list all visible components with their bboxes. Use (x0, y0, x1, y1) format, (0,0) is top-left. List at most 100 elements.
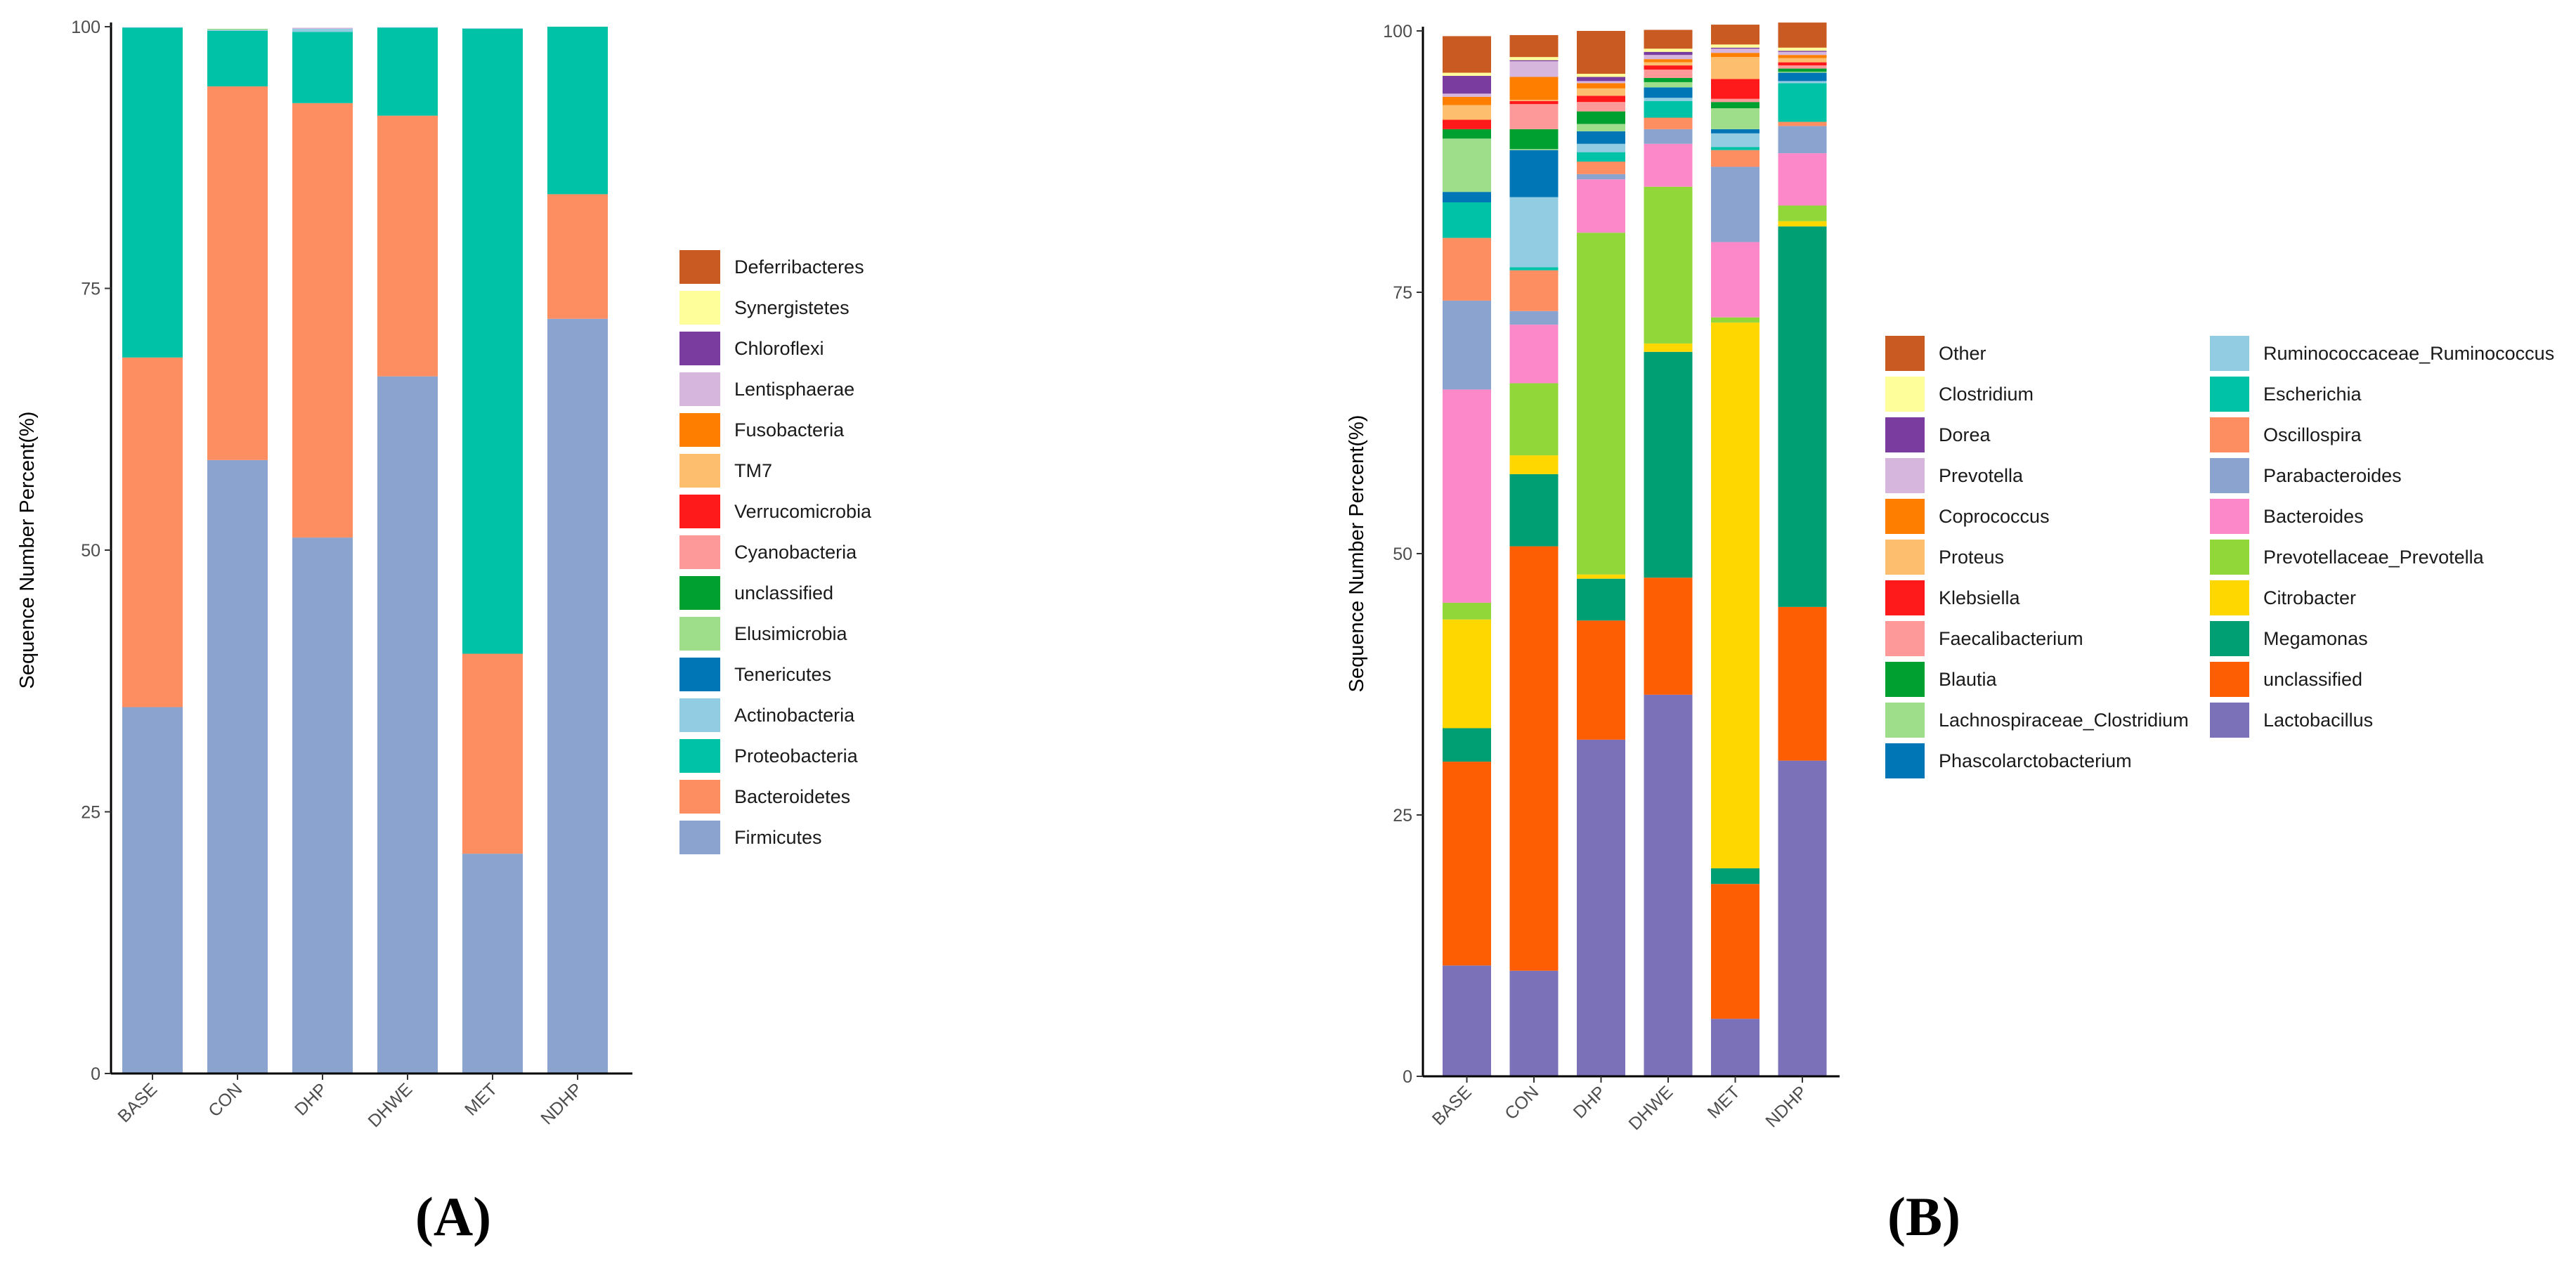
bar-segment-dhp-citrobacter (1577, 574, 1625, 579)
legend-item-citrobacter: Citrobacter (2210, 580, 2356, 615)
bar-segment-base-unclassified (1443, 762, 1491, 966)
bar-segment-dhp-clostridium (1577, 74, 1625, 77)
bar-segment-met-lactobacillus (1711, 1019, 1759, 1076)
bar-segment-dhp-blautia (1577, 111, 1625, 124)
bar-segment-ndhp-bacteroides (1778, 153, 1827, 206)
legend-swatch (1885, 499, 1925, 534)
y-tick-label: 0 (91, 1064, 100, 1084)
legend-swatch (1885, 458, 1925, 493)
x-tick-label: CON (204, 1079, 246, 1121)
legend-swatch (679, 454, 720, 488)
bar-segment-ndhp-blautia (1778, 68, 1827, 72)
bar-segment-dhp-prevotellaceae-prevotella (1577, 233, 1625, 575)
bar-segment-ndhp-oscillospira (1778, 122, 1827, 126)
bar-segment-dhwe-ruminococcaceae-ruminococcus (1644, 98, 1693, 101)
legend-item-cyanobacteria: Cyanobacteria (679, 535, 857, 569)
bar-segment-con-klebsiella (1509, 100, 1559, 105)
bar-segment-ndhp-prevotella (1778, 51, 1827, 56)
bar-segment-con-lactobacillus (1509, 970, 1559, 1076)
legend-label: Synergistetes (734, 297, 850, 318)
legend-item-other: Other (1885, 336, 1986, 371)
bar-segment-met-coprococcus (1711, 53, 1759, 58)
bar-segment-dhwe-proteobacteria (377, 27, 438, 116)
legend-item-dorea: Dorea (1885, 417, 1991, 452)
legend-swatch (2210, 580, 2249, 615)
y-tick-label: 75 (1393, 283, 1412, 303)
bar-segment-base-citrobacter (1443, 619, 1491, 729)
legend-swatch (1885, 703, 1925, 738)
legend-item-fusobacteria: Fusobacteria (679, 413, 845, 447)
legend-item-verrucomicrobia: Verrucomicrobia (679, 495, 872, 528)
bar-segment-base-actinobacteria (122, 27, 183, 28)
y-axis-title: Sequence Number Percent(%) (1346, 415, 1368, 693)
bar-segment-ndhp-proteobacteria (547, 27, 608, 195)
bar-segment-met-phascolarctobacterium (1711, 129, 1759, 133)
bar-segment-dhp-prevotella (1577, 81, 1625, 84)
bar-segment-base-klebsiella (1443, 119, 1491, 129)
bar-segment-dhp-proteus (1577, 88, 1625, 96)
bar-segment-base-proteus (1443, 105, 1491, 120)
bar-segment-dhwe-escherichia (1644, 100, 1693, 118)
legend-item-tm7: TM7 (679, 454, 772, 488)
legend-label: Deferribacteres (734, 256, 864, 278)
bar-segment-dhwe-lactobacillus (1644, 694, 1693, 1076)
bar-segment-met-lachnospiraceae-clostridium (1711, 108, 1759, 129)
x-tick-label: DHP (291, 1079, 331, 1119)
bar-segment-met-firmicutes (462, 854, 523, 1074)
bar-segment-base-lachnospiraceae-clostridium (1443, 138, 1491, 192)
bar-segment-dhwe-blautia (1644, 77, 1693, 82)
y-tick-label: 100 (71, 18, 100, 37)
legend-swatch (1885, 621, 1925, 656)
bar-segment-con-parabacteroides (1509, 311, 1559, 325)
legend-swatch (679, 821, 720, 854)
bar-segment-con-firmicutes (207, 459, 268, 1074)
bar-segment-base-phascolarctobacterium (1443, 192, 1491, 203)
bar-segment-base-firmicutes (122, 707, 183, 1074)
legend-swatch (679, 250, 720, 284)
bar-segment-ndhp-proteus (1778, 58, 1827, 63)
y-tick-label: 50 (1393, 544, 1412, 564)
bar-segment-dhp-escherichia (1577, 152, 1625, 162)
bar-segment-con-megamonas (1509, 474, 1559, 547)
bar-segment-dhwe-bacteroidetes (377, 115, 438, 377)
legend-swatch (679, 535, 720, 569)
bar-segment-dhp-actinobacteria (292, 28, 353, 32)
legend-item-escherichia: Escherichia (2210, 377, 2362, 412)
bar-segment-ndhp-ruminococcaceae-ruminococcus (1778, 81, 1827, 84)
bar-segment-dhwe-dorea (1644, 51, 1693, 56)
chart-panel-b: 0 25 50 75 100 BASE CON DHP DHWE MET NDHP Sequence … (1346, 22, 2554, 1247)
bar-segment-base-proteobacteria (122, 27, 183, 358)
bar-segment-con-phascolarctobacterium (1509, 150, 1559, 197)
y-tick-label: 75 (81, 280, 100, 299)
legend-item-coprococcus: Coprococcus (1885, 499, 2050, 534)
bar-segment-dhp-lachnospiraceae-clostridium (1577, 124, 1625, 131)
legend-label: unclassified (734, 582, 833, 603)
bar-segment-dhwe-prevotella (1644, 55, 1693, 60)
bar-segment-met-proteus (1711, 57, 1759, 79)
legend-label: unclassified (2263, 669, 2362, 690)
x-tick-label: DHP (1570, 1082, 1610, 1122)
legend-item-prevotella: Prevotella (1885, 458, 2024, 493)
bar-segment-dhp-coprococcus (1577, 83, 1625, 89)
legend-item-actinobacteria: Actinobacteria (679, 698, 855, 732)
legend-swatch (2210, 662, 2249, 697)
legend-swatch (2210, 499, 2249, 534)
bar-segment-con-escherichia (1509, 267, 1559, 270)
bar-segment-met-ruminococcaceae-ruminococcus (1711, 133, 1759, 148)
bar-segment-dhwe-bacteroides (1644, 143, 1693, 187)
legend-swatch (1885, 743, 1925, 778)
bar-segment-con-ruminococcaceae-ruminococcus (1509, 197, 1559, 268)
bar-segment-dhwe-faecalibacterium (1644, 70, 1693, 78)
bar-segment-dhp-bacteroidetes (292, 103, 353, 538)
x-tick-label: DHWE (364, 1079, 416, 1131)
bar-segment-dhp-lentisphaerae (292, 27, 353, 29)
bar-segment-dhp-megamonas (1577, 578, 1625, 621)
legend-label: Faecalibacterium (1939, 628, 2083, 649)
legend-swatch (2210, 377, 2249, 412)
x-tick-label: DHWE (1625, 1082, 1677, 1134)
legend-label: Actinobacteria (734, 705, 855, 726)
bar-segment-dhp-lactobacillus (1577, 739, 1625, 1076)
bar-segment-met-oscillospira (1711, 150, 1759, 167)
legend-label: Coprococcus (1939, 506, 2050, 527)
